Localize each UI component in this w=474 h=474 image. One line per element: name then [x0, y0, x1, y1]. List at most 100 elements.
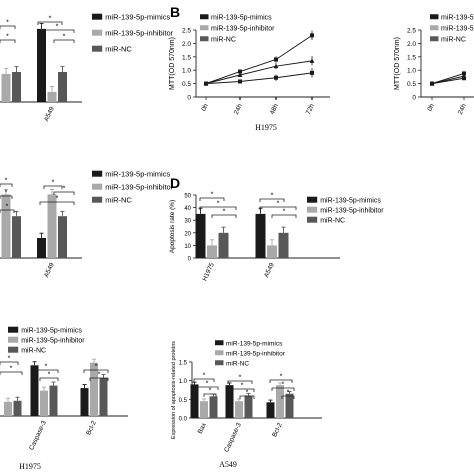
category-label: Bax [197, 421, 208, 435]
category-label: Bcl-2 [271, 422, 284, 439]
legend-label: miR-139-5p-mimics [226, 340, 283, 347]
significance-star: * [239, 375, 242, 382]
category-label: A549 [263, 262, 276, 279]
legend: miR-139-5p-mimics miR-139-5p-inhibitor miR… [92, 13, 174, 54]
legend-label: miR-139-5p-inhibitor [21, 337, 85, 344]
bar [267, 245, 277, 258]
legend-label: miR-139-5p-inhibitor [441, 25, 474, 32]
bar [266, 402, 275, 418]
x-tick-label: 24h [233, 103, 244, 116]
legend: miR-139-5p-mimics miR-139-5p-inhibitor miR… [92, 170, 174, 205]
legend-swatch [200, 36, 209, 42]
significance-bracket [259, 198, 285, 202]
y-tick-label: 2.0 [407, 41, 416, 48]
legend-label: miR-NC [320, 217, 345, 224]
significance-bracket [203, 393, 217, 397]
significance-bracket [0, 39, 16, 43]
panel-letter-b: B [170, 4, 180, 20]
y-tick-label: 2.5 [407, 28, 416, 35]
series-line [205, 34, 313, 85]
bar [285, 393, 294, 418]
chart-E_left_cropped: Caspase-3 Bcl-2** ****H1975 [0, 356, 128, 471]
category-label: Caspase-3 [28, 420, 48, 452]
significance-star: * [49, 16, 52, 23]
category-label: Caspase-3 [223, 422, 243, 454]
significance-bracket [211, 214, 237, 218]
legend-swatch [215, 340, 224, 346]
bar [225, 385, 234, 418]
category-label: A549 [43, 106, 56, 123]
x-axis-label: H1975 [19, 462, 41, 471]
significance-star: * [6, 34, 9, 41]
legend: miR-139-5p-mimics miR-139-5p-inhibitor miR… [8, 326, 85, 354]
significance-star: * [5, 178, 8, 185]
series-line [205, 72, 313, 85]
bar [30, 365, 39, 416]
y-tick-label: 1.0 [179, 379, 188, 385]
significance-star: * [56, 196, 59, 203]
significance-bracket [0, 25, 16, 29]
bar [1, 194, 11, 258]
significance-bracket [199, 197, 225, 201]
legend-swatch [8, 326, 19, 333]
significance-star: * [63, 34, 66, 41]
y-tick-label: 2.5 [182, 28, 191, 35]
legend-label: miR-139-5p-mimics [105, 13, 170, 22]
significance-bracket [269, 379, 293, 383]
significance-bracket [53, 39, 75, 43]
chart-C_right_cropped: 0 0.5 1.0 1.5 2.0 2.5 MTT(OD 570nm) 0h 24h [394, 28, 474, 116]
significance-bracket [271, 214, 297, 218]
significance-star: * [6, 20, 9, 27]
y-tick-label: 1.5 [407, 54, 416, 61]
y-axis-label: MTT(OD 570nm) [169, 37, 176, 90]
significance-star: * [52, 180, 55, 187]
legend-swatch [307, 206, 318, 213]
bar [80, 388, 89, 416]
significance-bracket [39, 201, 75, 205]
significance-bracket [0, 209, 15, 213]
legend-label: miR-139-5p-mimics [441, 14, 474, 21]
legend-swatch [215, 350, 224, 356]
significance-bracket [281, 395, 295, 399]
x-tick-label: 0h [200, 103, 210, 113]
bar [278, 232, 289, 258]
legend-label: miR-NC [21, 347, 46, 354]
significance-star: * [217, 201, 220, 208]
significance-star: * [287, 390, 290, 397]
y-axis-label: MTT(OD 570nm) [394, 37, 401, 90]
legend-label: miR-139-5p-inhibitor [105, 29, 173, 38]
significance-bracket [0, 371, 23, 375]
legend-swatch [215, 360, 224, 366]
legend-swatch [430, 14, 439, 20]
significance-bracket [39, 29, 75, 33]
significance-bracket [53, 191, 75, 195]
significance-star: * [6, 204, 9, 211]
y-tick-label: 0.5 [407, 81, 416, 88]
legend: miR-139-5p-mimics miR-139-5p-inhibitor miR… [307, 196, 384, 224]
significance-star: * [10, 366, 13, 373]
legend-swatch [430, 36, 439, 42]
bar [47, 194, 57, 258]
significance-bracket [229, 388, 255, 392]
y-tick-label: 20 [184, 231, 191, 237]
legend-swatch [307, 196, 318, 203]
bar [190, 384, 199, 418]
x-axis-label: H1975 [255, 123, 277, 132]
bar [235, 401, 243, 418]
significance-bracket [193, 378, 215, 382]
series-line [205, 60, 313, 85]
legend-label: miR-NC [105, 196, 132, 205]
bar [195, 213, 206, 258]
y-axis-label: Expression of apoptosis-related proteins [171, 341, 177, 439]
bar [58, 72, 67, 102]
significance-star: * [271, 193, 274, 200]
category-label: A549 [43, 262, 56, 279]
bar [49, 385, 58, 416]
legend-label: miR-139-5p-inhibitor [226, 350, 286, 357]
legend-label: miR-139-5p-inhibitor [320, 207, 384, 214]
legend-swatch [430, 25, 439, 31]
significance-star: * [98, 372, 101, 379]
legend-label: miR-NC [226, 360, 249, 367]
